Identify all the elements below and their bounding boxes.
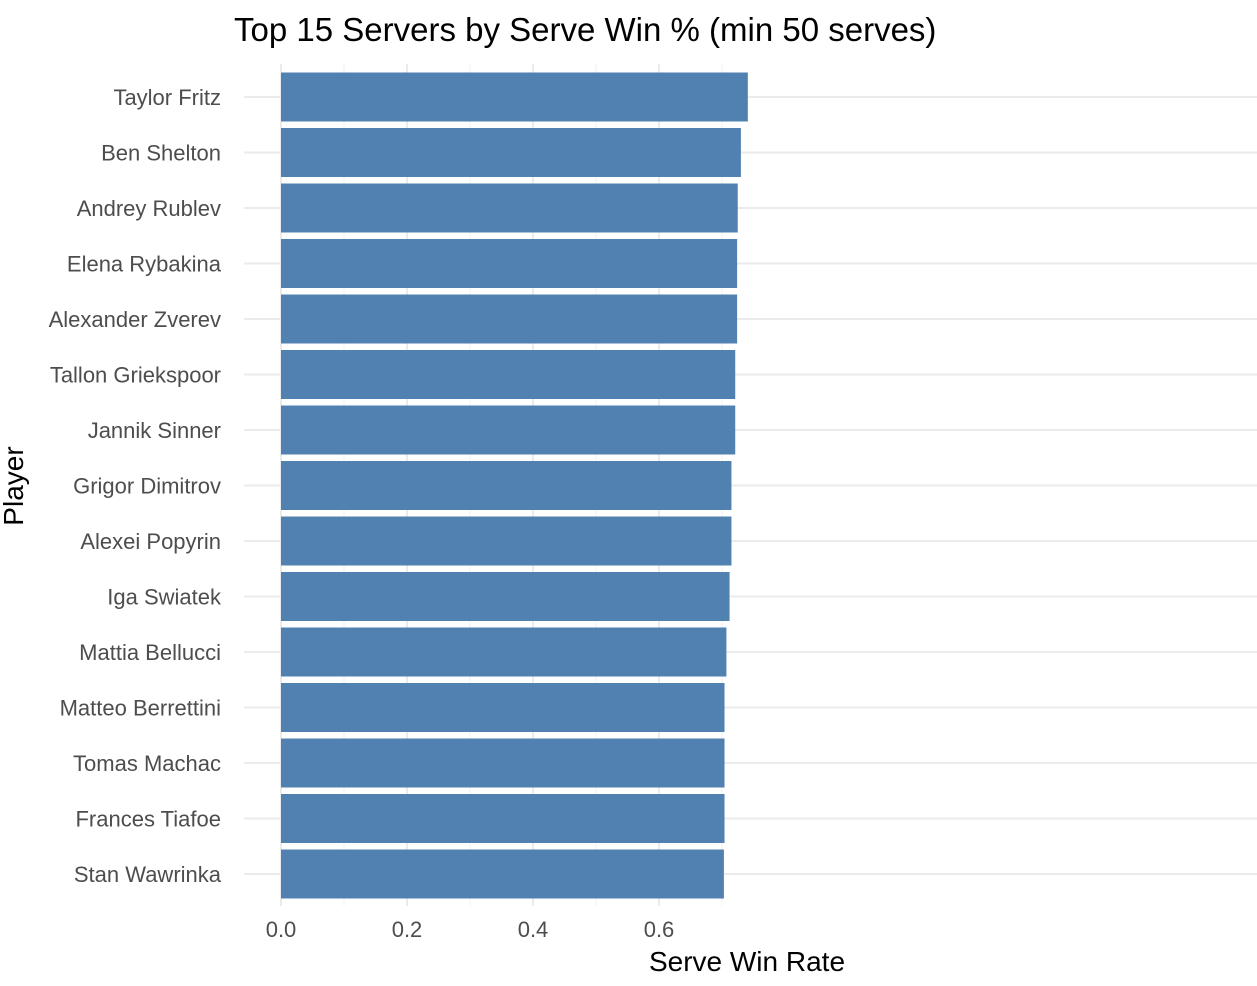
y-axis-tick-labels: Taylor Fritz Ben Shelton Andrey Rublev Elen… (49, 85, 222, 887)
y-tick-label: Frances Tiafoe (75, 807, 221, 832)
bars (281, 72, 748, 899)
bar (281, 72, 748, 122)
x-tick-label: 0.0 (266, 917, 297, 942)
bar (281, 239, 738, 288)
bar (281, 405, 736, 455)
y-tick-label: Alexei Popyrin (80, 529, 221, 554)
bar (281, 183, 738, 233)
y-tick-label: Grigor Dimitrov (73, 474, 221, 499)
chart-title: Top 15 Servers by Serve Win % (min 50 se… (234, 11, 936, 48)
y-tick-label: Ben Shelton (101, 141, 221, 166)
bar (281, 738, 725, 788)
x-axis-title: Serve Win Rate (649, 946, 845, 977)
bar (281, 683, 725, 732)
y-tick-label: Stan Wawrinka (74, 862, 222, 887)
y-tick-label: Andrey Rublev (77, 196, 221, 221)
y-tick-label: Elena Rybakina (67, 252, 222, 277)
y-axis-title: Player (0, 446, 29, 525)
y-tick-label: Mattia Bellucci (79, 640, 221, 665)
bar (281, 849, 724, 899)
bar (281, 516, 732, 566)
bar (281, 461, 732, 510)
bar (281, 572, 730, 621)
x-axis-tick-labels: 0.0 0.2 0.4 0.6 (266, 917, 675, 942)
x-tick-label: 0.6 (644, 917, 675, 942)
y-tick-label: Iga Swiatek (107, 585, 222, 610)
bar (281, 128, 741, 177)
y-tick-label: Matteo Berrettini (60, 696, 221, 721)
y-tick-label: Tallon Griekspoor (50, 363, 221, 388)
y-tick-label: Alexander Zverev (49, 307, 221, 332)
x-tick-label: 0.4 (518, 917, 549, 942)
y-tick-label: Jannik Sinner (88, 418, 221, 443)
bar (281, 350, 736, 399)
bar (281, 794, 725, 843)
bar (281, 294, 738, 344)
x-tick-label: 0.2 (392, 917, 423, 942)
y-tick-label: Taylor Fritz (113, 85, 221, 110)
y-tick-label: Tomas Machac (73, 751, 221, 776)
bar (281, 627, 727, 677)
